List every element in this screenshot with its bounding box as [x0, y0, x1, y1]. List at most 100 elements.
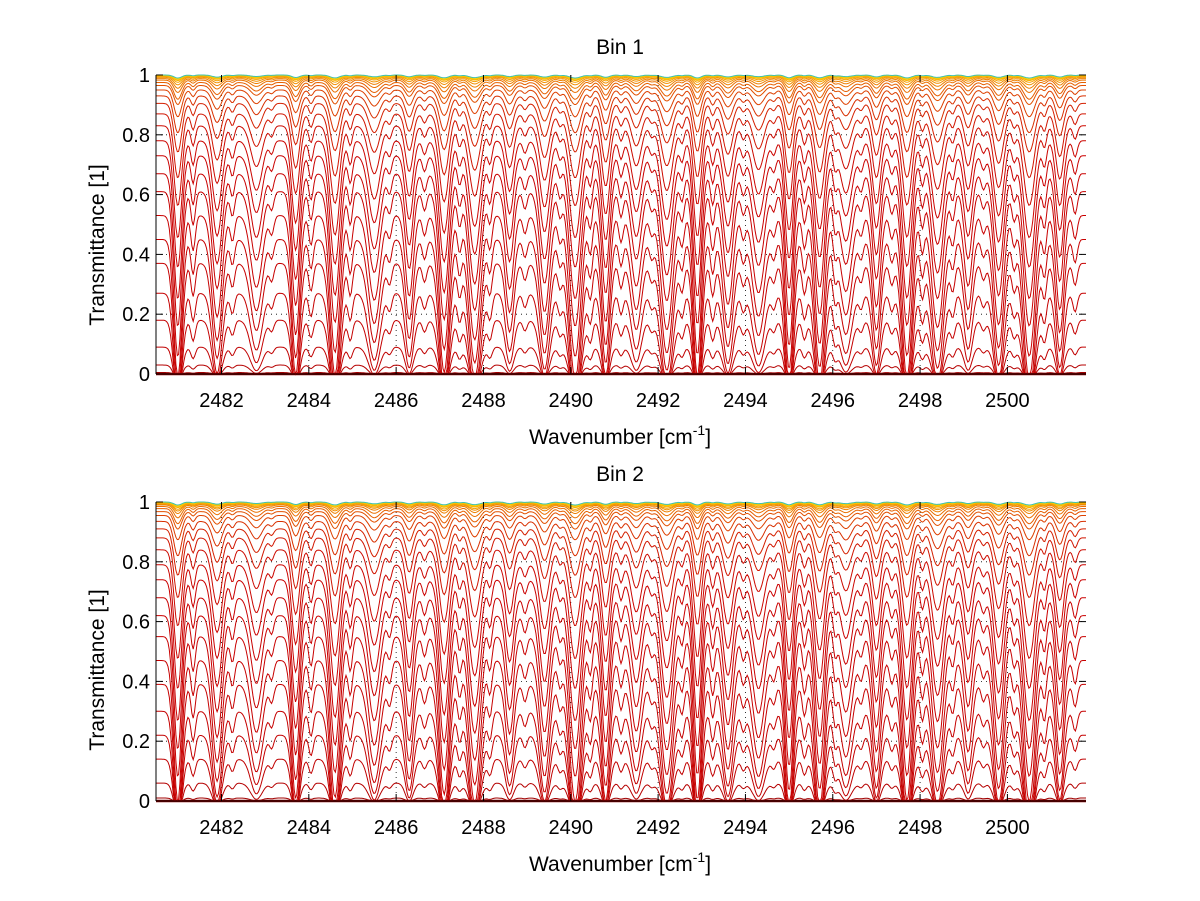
series-line: [156, 503, 1086, 512]
y-tick-label: 0.8: [122, 552, 150, 574]
series-line: [156, 102, 1086, 153]
x-tick-label: 2500: [985, 817, 1030, 839]
series-line: [156, 292, 1086, 375]
y-tick-label: 0.6: [122, 185, 150, 207]
series-line: [156, 319, 1086, 375]
x-tick-label: 2498: [898, 817, 943, 839]
series-line: [156, 364, 1086, 375]
series-line: [156, 797, 1086, 802]
series-line: [156, 782, 1086, 802]
chart-title: Bin 1: [596, 36, 644, 59]
series-line: [156, 155, 1086, 268]
y-tick-label: 0: [139, 791, 150, 813]
series-line: [156, 113, 1086, 179]
series-line: [156, 597, 1086, 722]
y-axis-label: Transmittance [1]: [86, 589, 109, 750]
series-line: [156, 84, 1086, 106]
series-line: [156, 615, 1086, 750]
series-line: [156, 76, 1086, 86]
x-axis-label-tail: ]: [705, 426, 711, 449]
y-tick-label: 0.2: [122, 304, 150, 326]
series-line: [156, 191, 1086, 327]
series-line: [156, 579, 1086, 690]
x-tick-label: 2488: [461, 390, 506, 412]
series-line: [156, 504, 1086, 515]
series-line: [156, 564, 1086, 660]
chart-panel-bin-1: Bin 1 0 0.2 0.4 0.6 0.8 1 2482 2484 2486 2488 249…: [86, 36, 1086, 449]
series-line: [156, 79, 1086, 94]
x-tick-label: 2490: [549, 390, 594, 412]
y-tick-label: 0.2: [122, 731, 150, 753]
series-line: [156, 514, 1086, 541]
y-tick-label: 0.6: [122, 612, 150, 634]
y-tick-label: 1: [139, 65, 150, 87]
x-axis-label: Wavenumber [cm-1]: [529, 849, 711, 876]
y-tick-label: 1: [139, 492, 150, 514]
series-line: [156, 75, 1086, 83]
x-axis-label-superscript: -1: [693, 422, 706, 438]
x-tick-label: 2494: [723, 390, 768, 412]
axes-layer: [155, 74, 1086, 375]
x-tick-label: 2490: [549, 817, 594, 839]
series-line: [156, 95, 1086, 134]
series-line: [156, 537, 1086, 599]
series-line: [156, 89, 1086, 118]
x-tick-label: 2492: [636, 390, 681, 412]
y-tick-label: 0.8: [122, 125, 150, 147]
y-axis-label: Transmittance [1]: [86, 164, 109, 325]
x-tick-label: 2486: [374, 817, 419, 839]
x-tick-label: 2484: [287, 390, 332, 412]
x-tick-label: 2498: [898, 390, 943, 412]
y-tick-labels: 0 0.2 0.4 0.6 0.8 1: [122, 65, 150, 386]
series-line: [156, 549, 1086, 627]
series-line: [156, 501, 1086, 506]
series-line: [156, 125, 1086, 207]
series-layer: [156, 74, 1086, 376]
series-line: [156, 636, 1086, 778]
x-tick-label: 2496: [811, 390, 856, 412]
chart-title: Bin 2: [596, 463, 644, 486]
y-tick-label: 0.4: [122, 671, 150, 693]
x-tick-label: 2500: [985, 390, 1030, 412]
x-tick-label: 2494: [723, 817, 768, 839]
series-line: [156, 173, 1086, 300]
series-line: [156, 74, 1086, 79]
series-line: [156, 238, 1086, 376]
series-line: [156, 511, 1086, 530]
x-tick-labels: 2482 2484 2486 2488 2490 2492 2494 2496 2498 2500: [199, 390, 1029, 412]
x-tick-label: 2492: [636, 817, 681, 839]
x-tick-label: 2482: [199, 390, 244, 412]
x-axis-label-main: Wavenumber [cm: [529, 853, 693, 876]
series-line: [156, 520, 1086, 557]
x-axis-label-superscript: -1: [693, 849, 706, 865]
x-tick-label: 2496: [811, 817, 856, 839]
series-line: [156, 502, 1086, 510]
series-line: [156, 710, 1086, 802]
series-line: [156, 734, 1086, 802]
series-line: [156, 346, 1086, 375]
y-tick-labels: 0 0.2 0.4 0.6 0.8 1: [122, 492, 150, 813]
series-line: [156, 262, 1086, 376]
x-axis-label-main: Wavenumber [cm: [529, 426, 693, 449]
series-line: [156, 505, 1086, 519]
series-line: [156, 528, 1086, 576]
series-line: [156, 758, 1086, 802]
chart-panel-bin-2: Bin 2 0 0.2 0.4 0.6 0.8 1 2482 2484 2486 2488 249…: [86, 463, 1086, 876]
axes-layer: [155, 501, 1086, 802]
x-tick-label: 2484: [287, 817, 332, 839]
x-axis-label-tail: ]: [705, 853, 711, 876]
series-line: [156, 215, 1086, 358]
series-layer: [156, 501, 1086, 803]
series-line: [156, 78, 1086, 89]
y-tick-label: 0.4: [122, 244, 150, 266]
x-tick-labels: 2482 2484 2486 2488 2490 2492 2494 2496 2498 2500: [199, 817, 1029, 839]
series-line: [156, 659, 1086, 803]
series-line: [156, 508, 1086, 525]
series-line: [156, 140, 1086, 239]
x-axis-label: Wavenumber [cm-1]: [529, 422, 711, 449]
series-line: [156, 81, 1086, 100]
x-tick-label: 2482: [199, 817, 244, 839]
x-tick-label: 2486: [374, 390, 419, 412]
y-tick-label: 0: [139, 364, 150, 386]
